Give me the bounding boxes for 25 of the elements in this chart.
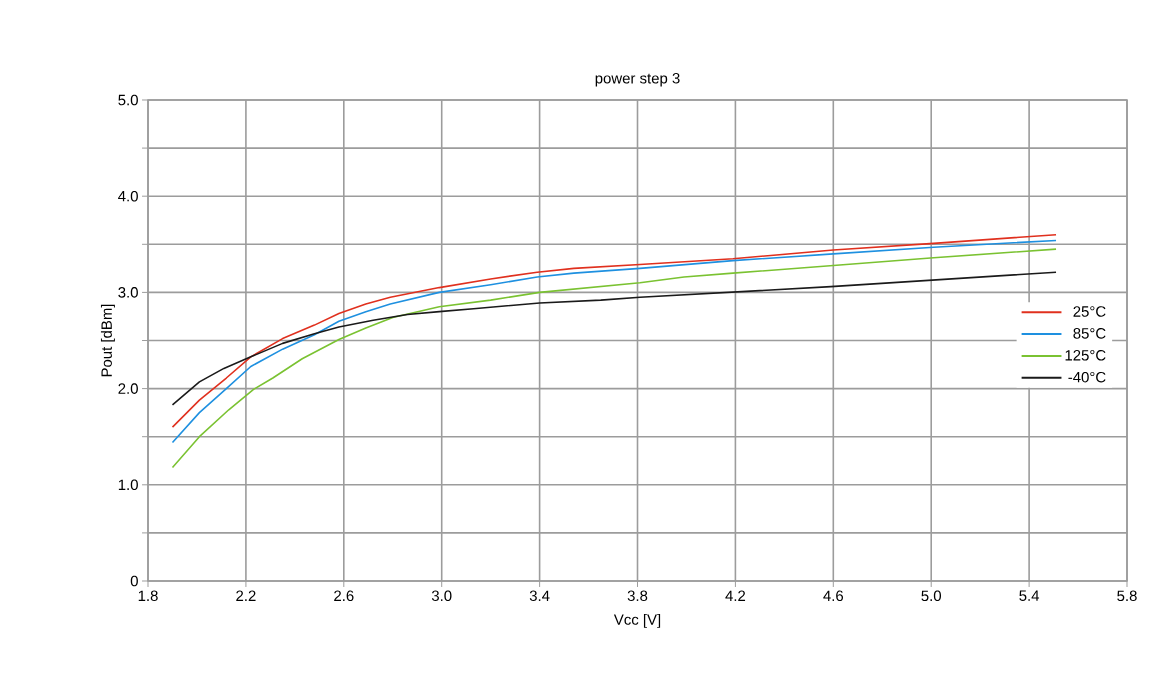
- x-tick-label: 4.6: [823, 590, 844, 602]
- line-series: [171, 271, 1057, 406]
- y-tick-label: 0: [130, 575, 138, 587]
- x-tick-label: 1.8: [138, 590, 158, 602]
- x-tick-label: 3.4: [529, 590, 550, 602]
- x-tick-label: 3.0: [431, 590, 452, 602]
- legend-label: 125°C: [1065, 349, 1106, 361]
- y-tick-label: 5.0: [118, 94, 138, 106]
- y-tick-label: 4.0: [118, 190, 138, 202]
- x-tick-label: 5.4: [1019, 590, 1040, 601]
- legend-label: -40°C: [1068, 371, 1106, 383]
- y-axis-title: Pout [dBm]: [100, 304, 115, 377]
- x-tick-label: 5.0: [921, 590, 941, 602]
- chart-title: power step 3: [595, 72, 680, 87]
- legend-label: 25°C: [1073, 306, 1106, 317]
- x-tick-label: 5.8: [1117, 590, 1137, 602]
- y-tick-label: 2.0: [118, 383, 138, 394]
- y-tick-label: 3.0: [118, 287, 138, 298]
- x-tick-label: 4.2: [725, 590, 746, 601]
- y-tick-label: 1.0: [118, 479, 138, 491]
- x-axis-title: Vcc [V]: [613, 613, 661, 628]
- x-tick-label: 3.8: [627, 590, 648, 602]
- legend-label: 85°C: [1073, 328, 1106, 339]
- x-tick-label: 2.2: [236, 590, 256, 601]
- x-tick-label: 2.6: [334, 590, 354, 602]
